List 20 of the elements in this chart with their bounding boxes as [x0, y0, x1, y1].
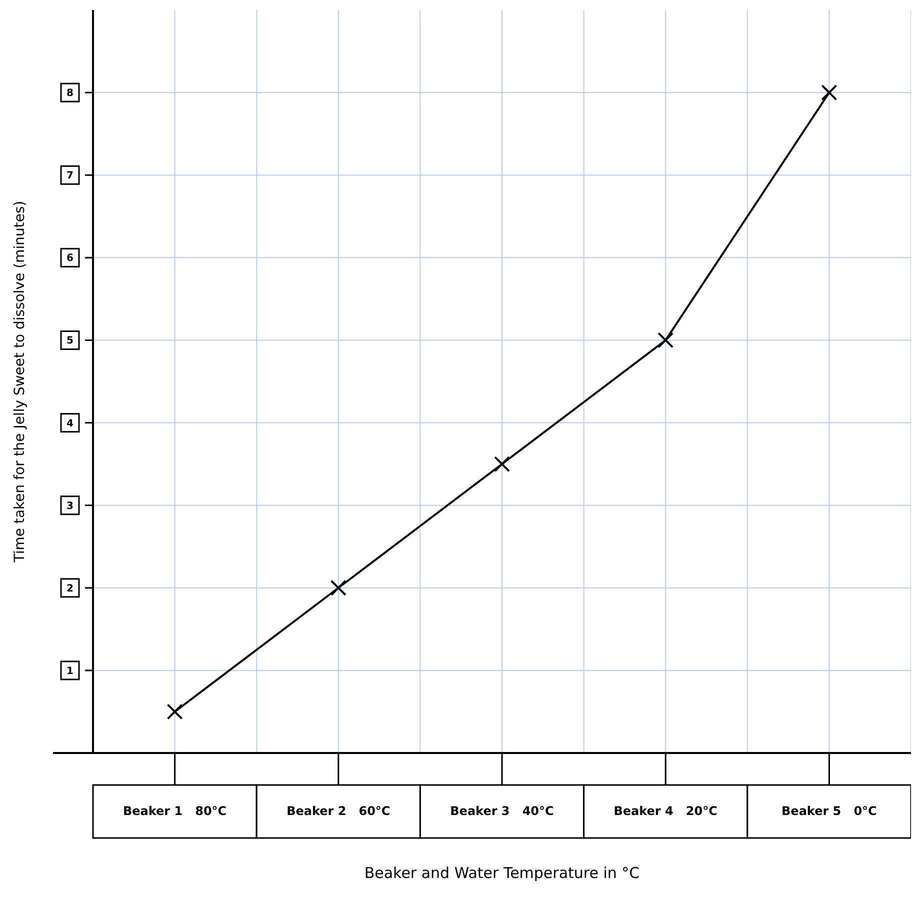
y-tick-label: 1	[66, 666, 74, 677]
y-axis-title: Time taken for the Jelly Sweet to dissolve (minutes)	[12, 200, 28, 564]
point	[658, 332, 674, 348]
point	[330, 580, 346, 596]
x-axis-title: Beaker and Water Temperature in °C	[364, 864, 640, 882]
point	[494, 456, 510, 472]
x-tick-label: Beaker 5 0°C	[782, 804, 878, 818]
y-tick-label: 7	[66, 170, 74, 182]
y-tick-label: 8	[66, 88, 74, 100]
x-tick-label: Beaker 2 60°C	[286, 804, 390, 818]
x-tick-label: Beaker 4 20°C	[614, 804, 718, 818]
point	[821, 84, 838, 101]
x-tick-label: Beaker 3 40°C	[450, 804, 554, 818]
y-tick-label: 3	[66, 500, 74, 512]
y-tick-label: 6	[66, 253, 74, 264]
y-tick-label: 4	[66, 418, 74, 430]
point	[166, 704, 183, 720]
x-tick-label: Beaker 1 80°C	[122, 804, 227, 818]
y-tick-label: 5	[66, 336, 74, 347]
y-tick-label: 2	[66, 583, 74, 594]
